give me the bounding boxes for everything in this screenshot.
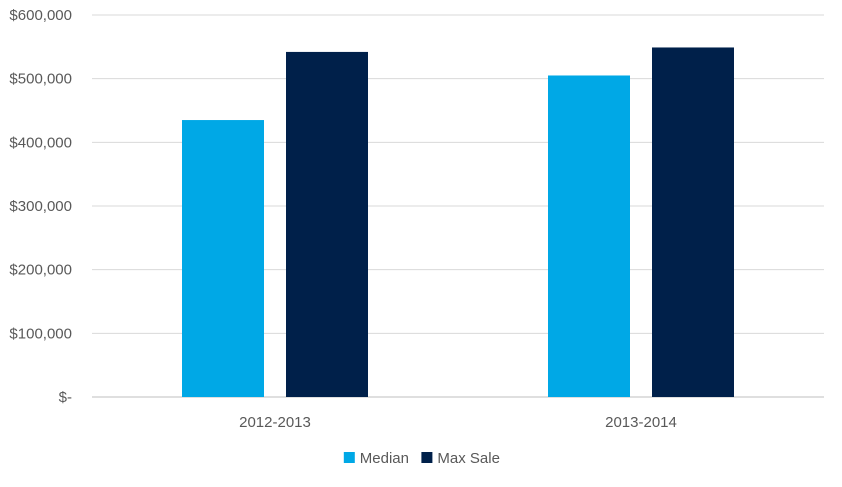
x-category-label: 2012-2013 [239,414,311,431]
legend-swatch-max-sale [421,452,433,463]
y-tick-label: $100,000 [9,325,72,342]
x-category-label: 2013-2014 [605,414,677,431]
bar-median-2012-2013 [182,120,264,398]
y-tick-label: $200,000 [9,262,72,279]
y-tick-label: $- [59,389,72,406]
bar-median-2013-2014 [548,75,630,397]
bars [182,47,734,398]
y-tick-label: $400,000 [9,134,72,151]
y-tick-label: $300,000 [9,198,72,215]
y-axis-tick-labels: $- $100,000 $200,000 $300,000 $400,000 $500,0… [9,7,72,406]
y-tick-label: $500,000 [9,71,72,88]
legend-label-max-sale: Max Sale [437,450,500,467]
legend: Median Max Sale [343,450,500,467]
x-axis-category-labels: 2012-2013 2013-2014 [239,414,677,431]
bar-max-sale-2012-2013 [286,51,368,397]
bar-max-sale-2013-2014 [652,47,734,397]
legend-label-median: Median [360,450,409,467]
legend-swatch-median [343,452,355,463]
y-tick-label: $600,000 [9,7,72,24]
